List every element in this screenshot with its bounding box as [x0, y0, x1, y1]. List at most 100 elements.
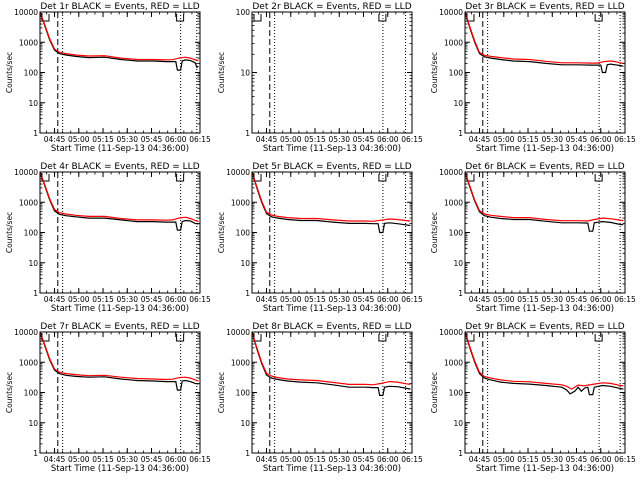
- y-tick-label: 1000: [19, 38, 38, 47]
- x-tick-label: 05:15: [517, 455, 539, 464]
- x-tick-label: 06:00: [590, 455, 612, 464]
- x-tick-label: 05:45: [141, 455, 163, 464]
- x-axis-label: Start Time (11-Sep-13 04:36:00): [476, 464, 614, 474]
- panel-2: Det 2r BLACK = Events, RED = LLD 1 10 100 04…: [217, 2, 423, 154]
- x-tick-label: 05:30: [541, 135, 563, 144]
- y-tick-label: 1000: [19, 358, 38, 367]
- x-tick-label: 06:15: [401, 295, 423, 304]
- series-lld: [252, 172, 411, 222]
- y-tick-label: 1: [33, 289, 38, 298]
- x-tick-label: 06:15: [614, 455, 636, 464]
- x-tick-label: 06:15: [401, 455, 423, 464]
- y-axis-label: Counts/sec: [5, 212, 14, 253]
- x-tick-label: 05:30: [116, 135, 138, 144]
- y-tick-label: 1: [458, 449, 463, 458]
- x-tick-label: 04:45: [469, 295, 491, 304]
- y-tick-label: 1000: [444, 198, 463, 207]
- series-events: [465, 12, 624, 74]
- x-tick-label: 05:00: [493, 295, 515, 304]
- series-lld: [40, 172, 199, 223]
- x-tick-label: 05:15: [517, 135, 539, 144]
- x-tick-label: 05:15: [92, 295, 114, 304]
- y-tick-label: 1: [33, 449, 38, 458]
- x-tick-label: 05:30: [328, 455, 350, 464]
- y-tick-label: 10: [28, 99, 38, 108]
- x-tick-label: 05:30: [541, 455, 563, 464]
- y-tick-label: 10000: [14, 8, 38, 17]
- y-tick-label: 100: [236, 229, 251, 238]
- y-tick-label: 1: [458, 289, 463, 298]
- x-tick-label: 04:45: [256, 135, 278, 144]
- x-tick-label: 05:00: [68, 455, 90, 464]
- panel-7: Det 7r BLACK = Events, RED = LLD 1 10 100 10…: [5, 322, 211, 474]
- y-axis-label: Counts/sec: [217, 212, 226, 253]
- y-tick-label: 1: [458, 129, 463, 138]
- y-tick-label: 1000: [444, 358, 463, 367]
- series-events: [252, 172, 411, 234]
- y-tick-label: 1000: [231, 198, 250, 207]
- y-tick-label: 100: [449, 229, 464, 238]
- y-tick-label: 1000: [444, 38, 463, 47]
- plot-frame: [251, 171, 413, 294]
- panel-title: Det 6r BLACK = Events, RED = LLD: [465, 162, 624, 172]
- x-tick-label: 06:00: [165, 135, 187, 144]
- plot-frame: [464, 171, 626, 294]
- panel-9: Det 9r BLACK = Events, RED = LLD 1 10 100 10…: [430, 322, 636, 474]
- x-tick-label: 05:15: [304, 135, 326, 144]
- y-tick-label: 100: [449, 69, 464, 78]
- y-tick-label: 10000: [439, 8, 463, 17]
- x-tick-label: 05:30: [116, 295, 138, 304]
- x-tick-label: 05:45: [566, 135, 588, 144]
- plot-frame: [39, 11, 201, 134]
- y-tick-label: 10: [453, 259, 463, 268]
- y-tick-label: 1000: [231, 358, 250, 367]
- x-tick-label: 06:00: [165, 455, 187, 464]
- x-tick-label: 05:15: [92, 135, 114, 144]
- x-tick-label: 04:45: [469, 455, 491, 464]
- y-axis-label: Counts/sec: [217, 372, 226, 413]
- x-tick-label: 06:15: [189, 455, 211, 464]
- panel-4: Det 4r BLACK = Events, RED = LLD 1 10 100 10…: [5, 162, 211, 314]
- top-bracket-mark: [594, 334, 603, 342]
- x-tick-label: 05:00: [493, 135, 515, 144]
- x-tick-label: 04:45: [44, 295, 66, 304]
- x-tick-label: 05:45: [353, 135, 375, 144]
- x-tick-label: 05:00: [280, 295, 302, 304]
- x-tick-label: 06:00: [590, 295, 612, 304]
- x-tick-label: 05:30: [541, 295, 563, 304]
- top-bracket-mark: [378, 334, 387, 342]
- x-axis-label: Start Time (11-Sep-13 04:36:00): [51, 304, 189, 314]
- x-tick-label: 05:00: [68, 135, 90, 144]
- top-bracket-mark: [253, 14, 262, 22]
- y-axis-label: Counts/sec: [5, 52, 14, 93]
- series-events: [465, 172, 624, 232]
- y-axis-label: Counts/sec: [5, 372, 14, 413]
- series-lld: [465, 332, 624, 390]
- x-tick-label: 05:45: [566, 455, 588, 464]
- y-tick-label: 100: [24, 389, 39, 398]
- panel-title: Det 2r BLACK = Events, RED = LLD: [252, 2, 411, 12]
- y-tick-label: 100: [236, 8, 251, 17]
- plot-frame: [464, 11, 626, 134]
- x-axis-label: Start Time (11-Sep-13 04:36:00): [476, 304, 614, 314]
- x-tick-label: 05:15: [304, 295, 326, 304]
- series-events: [40, 172, 199, 231]
- y-tick-label: 10000: [226, 168, 250, 177]
- y-tick-label: 100: [449, 389, 464, 398]
- series-lld: [40, 12, 199, 62]
- series-events: [465, 332, 624, 396]
- panel-5: Det 5r BLACK = Events, RED = LLD 1 10 100 10…: [217, 162, 423, 314]
- y-tick-label: 1: [245, 449, 250, 458]
- panel-title: Det 5r BLACK = Events, RED = LLD: [252, 162, 411, 172]
- top-bracket-mark: [176, 14, 185, 22]
- y-tick-label: 10: [240, 259, 250, 268]
- plot-frame: [39, 171, 201, 294]
- x-tick-label: 06:15: [614, 295, 636, 304]
- y-tick-label: 1000: [19, 198, 38, 207]
- x-tick-label: 05:45: [566, 295, 588, 304]
- x-tick-label: 05:45: [353, 455, 375, 464]
- y-tick-label: 10000: [14, 328, 38, 337]
- x-tick-label: 04:45: [44, 135, 66, 144]
- panel-8: Det 8r BLACK = Events, RED = LLD 1 10 100 10…: [217, 322, 423, 474]
